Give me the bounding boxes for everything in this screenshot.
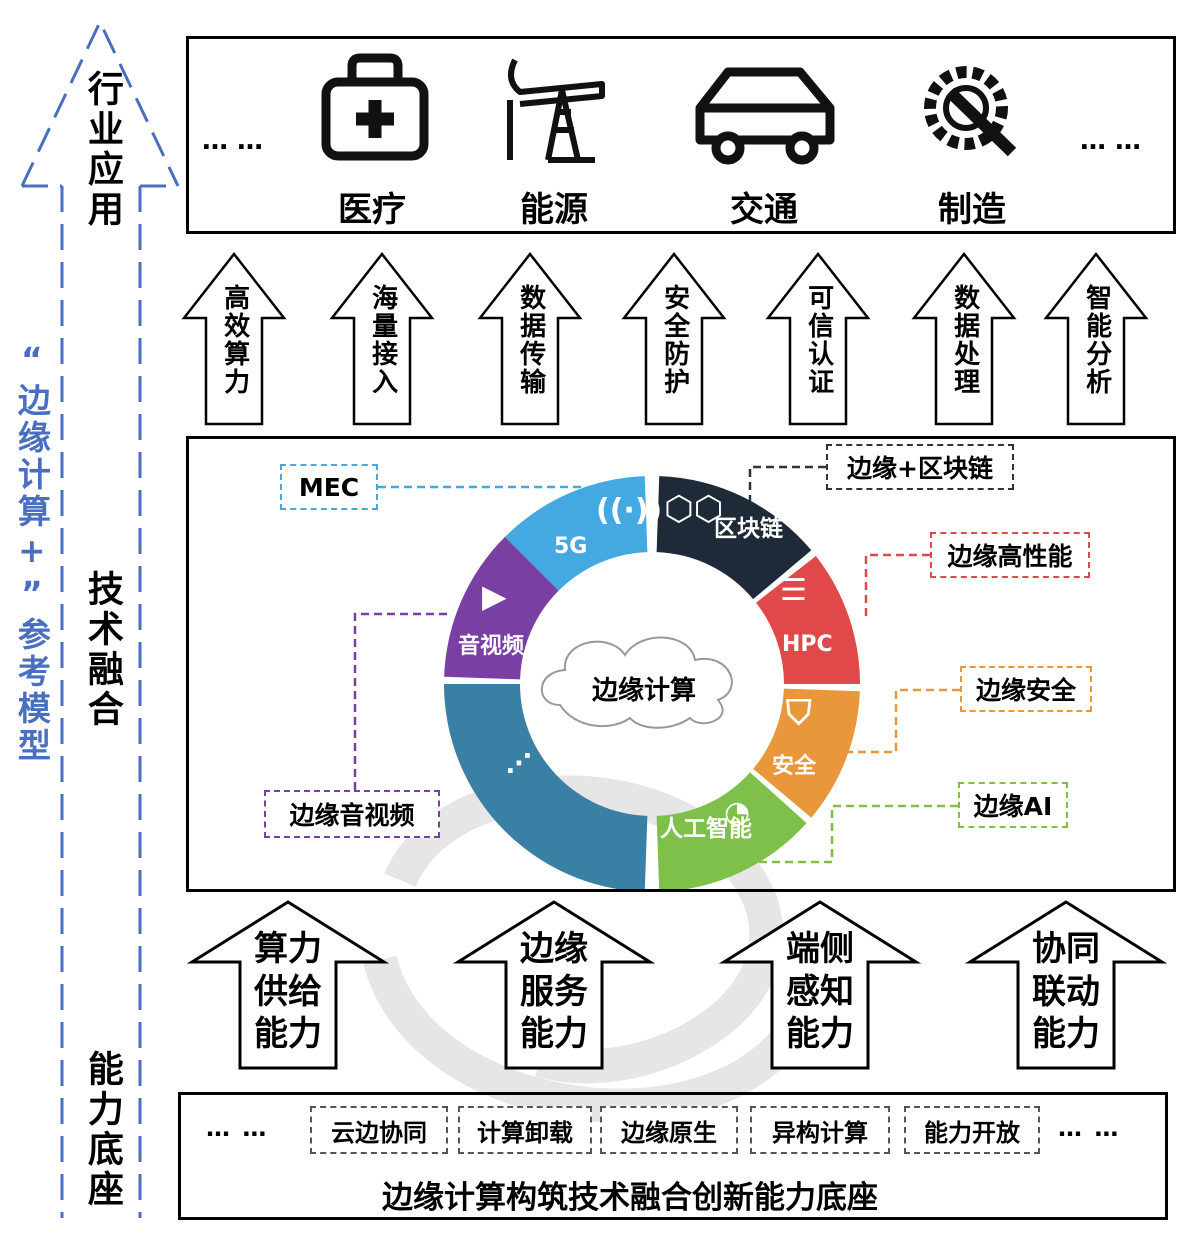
- callout-security: 边缘安全: [960, 666, 1092, 712]
- model-arrow: [20, 18, 180, 1218]
- foundation-ellipsis-right: … …: [1058, 1114, 1121, 1142]
- up-arrow-label-1: 高效算力: [218, 284, 250, 396]
- callout-mec: MEC: [280, 464, 378, 510]
- ring-label-ai: 人工智能: [660, 816, 752, 842]
- dots-icon: ⋰: [506, 749, 532, 779]
- industry-ellipsis-left: … …: [202, 126, 264, 156]
- industry-box: [186, 36, 1176, 234]
- up-arrow-label-text-1: 高效算力: [219, 284, 250, 396]
- industry-manufacturing-label: 制造: [938, 190, 1006, 230]
- up-arrow-6: [911, 251, 1017, 426]
- up-arrow-2: [329, 251, 435, 426]
- ring-segment-hpc: [756, 555, 860, 684]
- ring-label-hpc: HPC: [782, 632, 833, 657]
- up-arrow-label-text-5: 可信认证: [803, 284, 834, 396]
- layer-label-foundation: 能力底座: [80, 1050, 124, 1210]
- ring-label-av: 音视频: [458, 634, 525, 659]
- car-icon: [695, 67, 835, 165]
- up-arrow-label-7: 智能分析: [1080, 284, 1112, 396]
- ring-segment-security: [753, 688, 860, 818]
- foundation-box: [178, 1092, 1168, 1220]
- capability-edge-native: 边缘原生: [600, 1106, 738, 1154]
- av-connector: [353, 612, 448, 790]
- ring-center-label: 边缘计算: [592, 676, 697, 706]
- industry-transport-label: 交通: [730, 190, 798, 230]
- big-arrow-4: [964, 900, 1168, 1070]
- oil-pump-icon: [507, 58, 605, 163]
- callout-blockchain: 边缘+区块链: [826, 444, 1014, 490]
- layer-label-tech: 技术融合: [80, 570, 124, 730]
- up-arrow-label-6: 数据处理: [948, 284, 980, 396]
- edge-computing-ring: [444, 476, 860, 892]
- capability-offload: 计算卸载: [458, 1106, 592, 1154]
- up-arrows: [181, 251, 1149, 426]
- callout-ai: 边缘AI: [958, 782, 1068, 828]
- big-arrow-3: [718, 900, 922, 1070]
- ring-label-security: 安全: [772, 754, 817, 779]
- industry-energy-label: 能源: [520, 190, 588, 230]
- up-arrow-label-5: 可信认证: [802, 284, 834, 396]
- big-arrow-label-1: 算力供给能力: [254, 929, 322, 1054]
- gear-wrench-icon: [924, 66, 1017, 157]
- ring-label-blockchain: 区块链: [714, 516, 783, 542]
- big-arrows: [186, 900, 1168, 1070]
- up-arrow-1: [181, 251, 287, 426]
- security-connector: [848, 688, 960, 754]
- capability-cloud-edge: 云边协同: [310, 1106, 448, 1154]
- up-arrow-label-3: 数据传输: [514, 284, 546, 396]
- layer-label-foundation-text: 能力底座: [81, 1050, 123, 1210]
- layer-label-industry: 行业应用: [80, 70, 124, 230]
- industry-ellipsis-right: … …: [1080, 126, 1142, 156]
- ring-segment-5g: [504, 476, 648, 591]
- up-arrow-5: [765, 251, 871, 426]
- server-stack-icon: ☰: [780, 573, 807, 608]
- ai-head-icon: ◔: [724, 795, 751, 830]
- medical-kit-icon: [321, 53, 429, 161]
- shield-check-icon: ⛉: [786, 693, 812, 733]
- up-arrow-label-text-2: 海量接入: [367, 284, 398, 396]
- capability-open: 能力开放: [904, 1106, 1040, 1154]
- ring-label-5g: 5G: [554, 534, 588, 559]
- up-arrow-label-2: 海量接入: [366, 284, 398, 396]
- big-arrow-label-4: 协同联动能力: [1032, 929, 1100, 1054]
- center-cloud-icon: [540, 636, 733, 729]
- hpc-connector: [864, 553, 930, 620]
- ring-label-blockchain-text: 区块链: [714, 516, 783, 542]
- technology-box: [186, 436, 1176, 892]
- ring-segment-other: [444, 684, 648, 892]
- video-camera-icon: ▶: [482, 577, 507, 615]
- callout-hpc: 边缘高性能: [930, 532, 1090, 578]
- big-arrow-2: [452, 900, 656, 1070]
- ring-segment-av: [444, 536, 559, 680]
- foundation-title: 边缘计算构筑技术融合创新能力底座: [382, 1180, 878, 1216]
- foundation-ellipsis-left: … …: [206, 1114, 269, 1142]
- up-arrow-label-text-7: 智能分析: [1081, 284, 1112, 396]
- up-arrow-label-4: 安全防护: [658, 284, 690, 396]
- up-arrow-label-text-4: 安全防护: [659, 284, 690, 396]
- big-arrow-1: [186, 900, 390, 1070]
- layer-label-tech-text: 技术融合: [81, 570, 123, 730]
- capability-heterogeneous: 异构计算: [750, 1106, 890, 1154]
- up-arrow-7: [1043, 251, 1149, 426]
- big-arrow-label-2: 边缘服务能力: [520, 929, 588, 1054]
- ring-label-ai-text: 人工智能: [660, 816, 752, 842]
- up-arrow-3: [477, 251, 583, 426]
- mec-connector: [378, 485, 582, 530]
- layer-label-industry-text: 行业应用: [81, 70, 123, 230]
- industry-medical-label: 医疗: [338, 190, 406, 230]
- callout-av: 边缘音视频: [264, 790, 440, 838]
- model-label-text: “边缘计算+”参考模型: [12, 340, 52, 765]
- up-arrow-label-text-3: 数据传输: [515, 284, 546, 396]
- up-arrow-label-text-6: 数据处理: [949, 284, 980, 396]
- ring-segment-blockchain: [656, 476, 812, 600]
- ring-segment-ai: [656, 772, 807, 892]
- big-arrow-label-3: 端侧感知能力: [786, 929, 854, 1054]
- hexagon-chain-icon: ⬡⬡: [664, 489, 724, 529]
- up-arrow-4: [621, 251, 727, 426]
- model-label: “边缘计算+”参考模型: [12, 340, 52, 765]
- signal-tower-icon: ((·)): [596, 493, 663, 528]
